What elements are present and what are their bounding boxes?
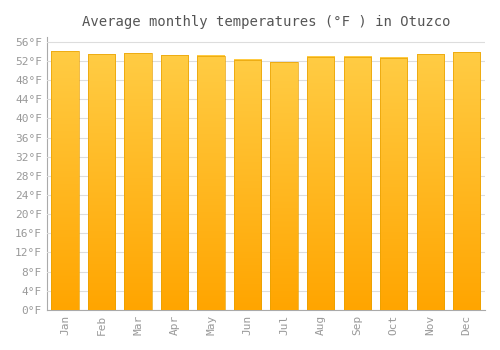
Title: Average monthly temperatures (°F ) in Otuzco: Average monthly temperatures (°F ) in Ot… bbox=[82, 15, 450, 29]
